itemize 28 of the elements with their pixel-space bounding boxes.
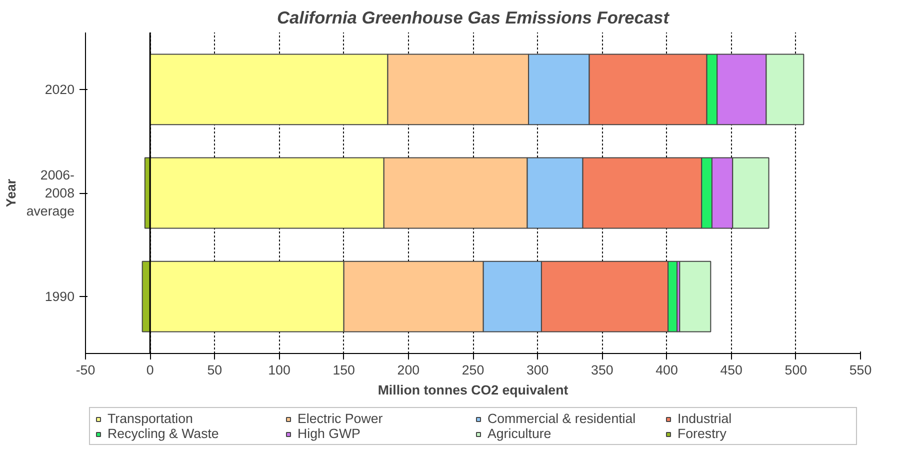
legend-label: Industrial bbox=[678, 411, 733, 426]
x-tick-label: 400 bbox=[656, 362, 678, 378]
y-tick-label: 1990 bbox=[44, 289, 75, 304]
legend-label: Electric Power bbox=[298, 411, 384, 426]
bar bbox=[679, 260, 712, 332]
x-tick-label: 200 bbox=[397, 362, 420, 378]
legend-label: Agriculture bbox=[488, 426, 552, 441]
x-tick-label: 300 bbox=[526, 362, 549, 378]
x-tick-label: 100 bbox=[268, 362, 290, 378]
x-tick-label: 550 bbox=[849, 362, 872, 378]
y-axis-title: Year bbox=[3, 178, 18, 208]
y-tick-label: 2006-2008 average bbox=[26, 168, 75, 218]
legend-label: Forestry bbox=[678, 426, 728, 441]
x-tick-label: 450 bbox=[720, 362, 742, 378]
x-axis-title: Million tonnes CO2 equivalent bbox=[378, 382, 569, 398]
x-tick-label: 50 bbox=[207, 362, 222, 378]
x-tick-label: 250 bbox=[462, 362, 484, 378]
x-tick-label: -50 bbox=[76, 362, 96, 378]
x-tick-label: 350 bbox=[591, 362, 614, 378]
chart-title: California Greenhouse Gas Emissions Forecast bbox=[277, 8, 670, 28]
legend-label: Commercial & residential bbox=[488, 411, 637, 426]
x-tick-label: 0 bbox=[146, 362, 154, 378]
legend-label: Recycling & Waste bbox=[108, 426, 220, 441]
legend-label: High GWP bbox=[298, 426, 362, 441]
x-tick-label: 150 bbox=[332, 362, 355, 378]
legend-label: Transportation bbox=[108, 411, 194, 426]
x-tick-label: 500 bbox=[784, 362, 808, 378]
y-tick-label: 2020 bbox=[44, 82, 75, 97]
